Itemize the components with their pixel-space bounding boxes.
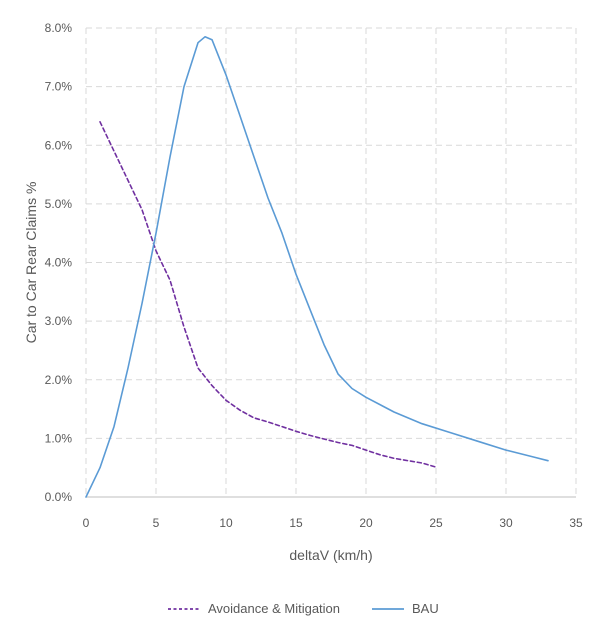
x-tick-label: 20	[359, 516, 373, 530]
y-tick-label: 8.0%	[45, 21, 73, 35]
legend-label: Avoidance & Mitigation	[208, 601, 340, 616]
x-tick-label: 30	[499, 516, 513, 530]
legend-label: BAU	[412, 601, 439, 616]
y-tick-label: 6.0%	[45, 138, 73, 152]
y-tick-label: 3.0%	[45, 314, 73, 328]
y-tick-label: 7.0%	[45, 80, 73, 94]
series-line-bau	[85, 36, 549, 498]
series-layer	[85, 36, 549, 498]
x-tick-label: 10	[219, 516, 233, 530]
y-axis-title: Car to Car Rear Claims %	[23, 182, 39, 344]
x-tick-label: 15	[289, 516, 303, 530]
y-tick-label: 5.0%	[45, 197, 73, 211]
y-tick-label: 4.0%	[45, 256, 73, 270]
y-tick-label: 1.0%	[45, 431, 73, 445]
grid-layer	[85, 27, 577, 498]
x-tick-label: 25	[429, 516, 443, 530]
axis-layer: 0.0% 1.0% 2.0% 3.0% 4.0% 5.0% 6.0% 7.0% 8.0% 0 5 10…	[45, 21, 583, 530]
y-tick-label: 0.0%	[45, 490, 73, 504]
legend: Avoidance & Mitigation BAU	[168, 601, 439, 616]
x-axis-title: deltaV (km/h)	[289, 547, 372, 563]
x-tick-label: 5	[153, 516, 160, 530]
y-tick-label: 2.0%	[45, 373, 73, 387]
series-line-avoidance-mitigation	[99, 121, 437, 468]
x-tick-label: 0	[83, 516, 90, 530]
x-tick-label: 35	[569, 516, 583, 530]
